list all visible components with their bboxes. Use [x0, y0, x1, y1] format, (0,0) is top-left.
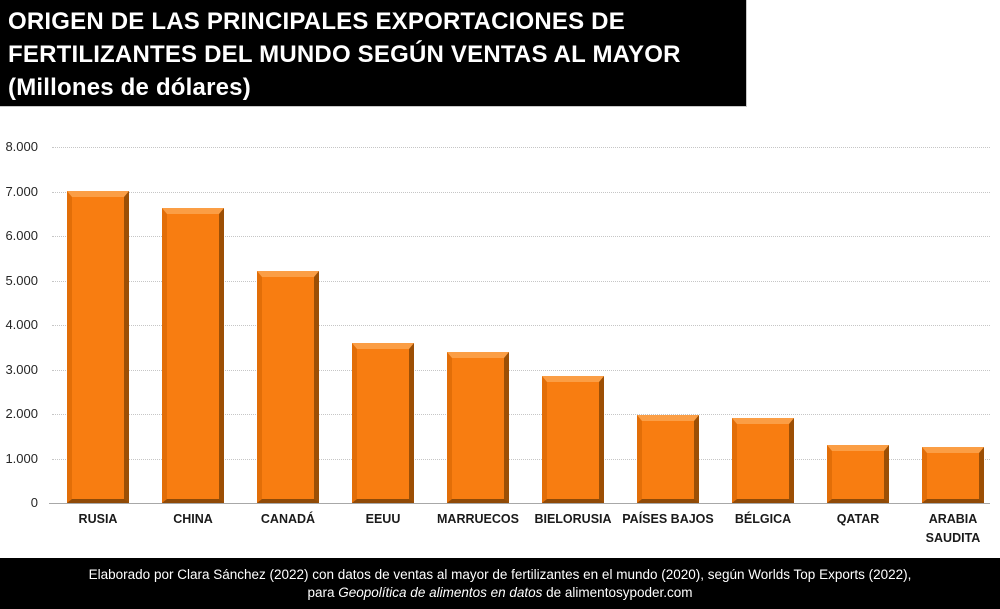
y-axis: 0 1.000 2.000 3.000 4.000 5.000 6.000 7.000 8.00…	[0, 139, 40, 510]
plot-area: RUSIA CHINA CANADÁ EEUU MARRUECOS BIELORUSIA P…	[49, 147, 990, 545]
y-tick-label-3000: 3.000	[5, 361, 38, 377]
gridline-3000	[52, 369, 990, 371]
x-tick-label-arabia-saudita: ARABIA SAUDITA	[925, 512, 981, 545]
x-tick-label-canadá: CANADÁ	[260, 512, 316, 526]
y-tick-label-8000: 8.000	[5, 139, 38, 154]
chart-title-box: ORIGEN DE LAS PRINCIPALES EXPORTACIONES …	[0, 0, 747, 107]
footer-line-2-italic: Geopolítica de alimentos en datos	[338, 585, 543, 600]
x-tick-label-bielorusia: BIELORUSIA	[534, 512, 612, 526]
attribution-footer: Elaborado por Clara Sánchez (2022) con d…	[0, 558, 1000, 609]
chart-title-line-2: FERTILIZANTES DEL MUNDO SEGÚN VENTAS AL …	[8, 41, 681, 68]
x-axis-line	[49, 503, 990, 504]
x-tick-label-qatar: QATAR	[836, 512, 880, 526]
gridline-5000	[52, 280, 990, 282]
bar-arabia-saudita	[922, 447, 984, 503]
footer-line-2: para Geopolítica de alimentos en datos d…	[0, 584, 1000, 602]
gridline-2000	[52, 414, 990, 415]
y-tick-label-2000: 2.000	[5, 406, 38, 421]
bar-bielorusia	[542, 376, 604, 503]
bar-qatar	[827, 445, 889, 503]
gridline-6000	[52, 236, 990, 237]
x-tick-label-bélgica: BÉLGICA	[734, 512, 792, 526]
bar-china	[162, 208, 224, 503]
bar-bélgica	[732, 418, 794, 503]
footer-line-2-suffix: de alimentosypoder.com	[542, 585, 693, 600]
chart-subtitle: (Millones de dólares)	[8, 74, 251, 101]
footer-line-1: Elaborado por Clara Sánchez (2022) con d…	[88, 567, 912, 582]
x-tick-label-china: CHINA	[173, 512, 213, 526]
gridline-4000	[52, 325, 990, 326]
x-tick-label-rusia: RUSIA	[78, 512, 118, 526]
bar-marruecos	[447, 352, 509, 503]
y-tick-label-5000: 5.000	[5, 272, 38, 288]
x-tick-label-países-bajos: PAÍSES BAJOS	[622, 512, 714, 526]
bar-rusia	[67, 191, 129, 503]
y-tick-label-6000: 6.000	[5, 228, 38, 243]
gridline-1000	[52, 458, 990, 460]
footer-line-2-prefix: para	[307, 585, 339, 600]
x-tick-label-marruecos: MARRUECOS	[437, 512, 519, 526]
bar-canadá	[257, 271, 319, 503]
gridline-8000	[52, 147, 990, 148]
y-tick-label-4000: 4.000	[5, 317, 38, 332]
gridline-7000	[52, 191, 990, 193]
y-tick-label-7000: 7.000	[5, 183, 38, 199]
x-tick-label-eeuu: EEUU	[365, 512, 401, 526]
y-tick-label-1000: 1.000	[5, 450, 38, 466]
y-tick-label-0: 0	[30, 495, 38, 510]
bar-países-bajos	[637, 415, 699, 503]
chart-title-line-1: ORIGEN DE LAS PRINCIPALES EXPORTACIONES …	[8, 8, 625, 35]
bar-eeuu	[352, 343, 414, 503]
